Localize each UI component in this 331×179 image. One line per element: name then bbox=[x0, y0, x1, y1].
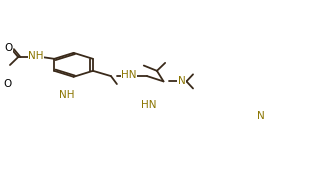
Text: N: N bbox=[178, 76, 185, 86]
Text: O: O bbox=[4, 43, 13, 53]
Text: NH: NH bbox=[59, 90, 75, 100]
Text: NH: NH bbox=[28, 51, 44, 61]
Text: N: N bbox=[257, 111, 264, 121]
Text: HN: HN bbox=[141, 100, 157, 110]
Text: O: O bbox=[3, 79, 12, 89]
Text: HN: HN bbox=[121, 70, 137, 80]
